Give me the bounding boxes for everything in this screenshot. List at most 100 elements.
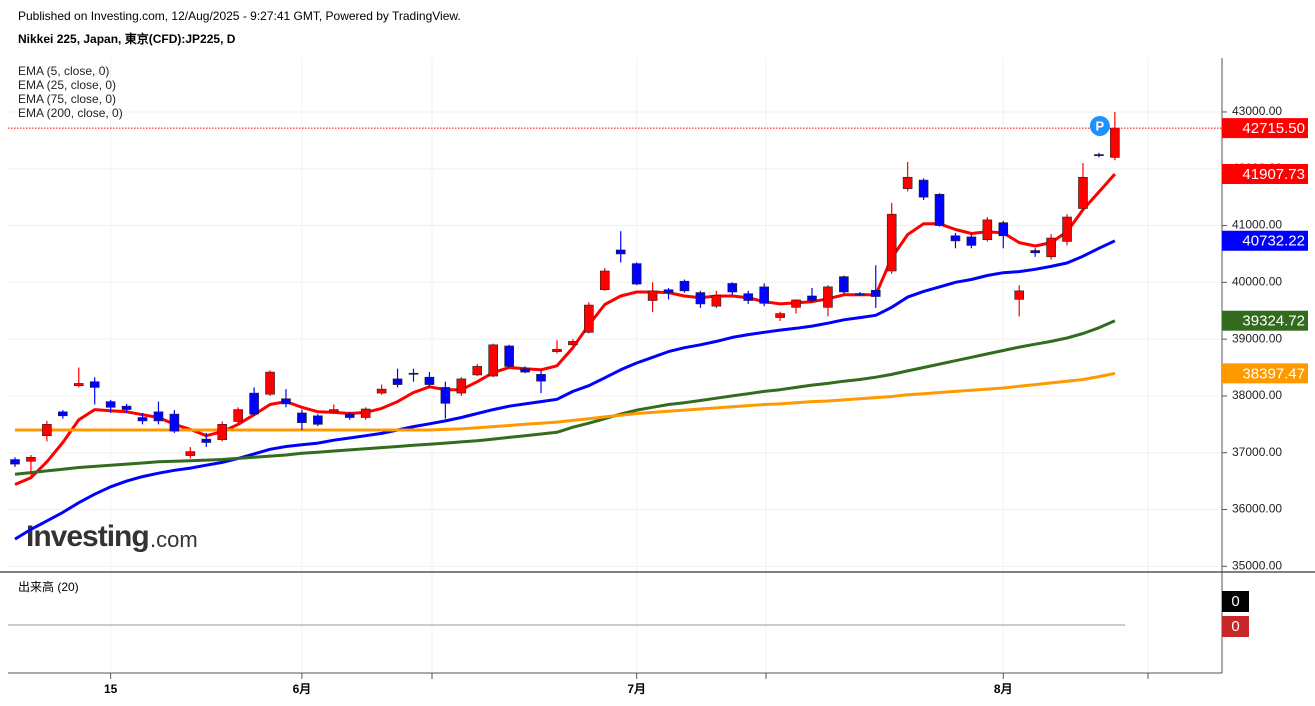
volume-title: 出来高 (20) [18,579,79,594]
candle-body [281,398,291,405]
candle-body [998,222,1009,237]
candle-body [1030,250,1040,254]
candle-body [536,374,546,382]
y-tick-label: 40000.00 [1232,275,1282,289]
candle-body [950,235,961,242]
candle-body [42,424,52,436]
x-tick-label: 7月 [627,682,646,696]
candle-body [839,276,849,293]
candle-body [201,438,212,443]
candle-body [631,263,642,285]
y-tick-label: 36000.00 [1232,502,1282,516]
y-tick-label: 35000.00 [1232,558,1282,572]
marker-label: P [1096,118,1105,133]
price-label-bg [1222,230,1308,251]
candle-body [440,387,451,404]
volume-label: 0 [1231,593,1239,610]
candle-body [647,290,658,301]
x-tick-label: 6月 [293,682,312,696]
price-label: 42715.50 [1242,120,1305,137]
candle-body [918,179,929,198]
candle-body [360,408,371,418]
y-tick-label: 38000.00 [1232,388,1282,402]
candle-body [711,295,722,307]
legend-entry: EMA (75, close, 0) [18,92,116,106]
logo: Investing .com [26,520,198,553]
x-tick-label: 15 [104,682,118,696]
price-label-bg [1222,363,1308,384]
symbol: Nikkei 225, Japan, 東京(CFD):JP225, D [18,31,236,46]
candle-body [615,249,626,255]
candle-body [121,405,132,410]
candle-body [759,286,769,304]
volume-label-bg [1222,591,1249,612]
candle-body [1078,176,1088,209]
candle-body [89,381,100,388]
candle-body [870,289,881,297]
candle-body [313,415,323,425]
candle-body [424,376,435,385]
candle-body [775,313,785,318]
legend-entry: EMA (25, close, 0) [18,78,116,92]
candle-body [584,304,594,333]
candle-body [392,378,403,385]
candle-body [823,286,833,308]
ema-line [15,371,1116,432]
candle-body [73,383,84,387]
ema-line [14,319,1116,476]
volume-ma-label-bg [1222,616,1249,637]
candle-body [886,213,897,272]
candle-body [328,409,339,413]
candle-body [1094,154,1104,156]
candle-body [966,236,977,246]
candle-body [58,411,68,417]
logo-brand: Investing [26,520,149,553]
volume-ma-label: 0 [1231,618,1239,635]
candle-body [807,295,817,301]
candle-body [552,349,562,352]
candle-body [456,378,467,394]
candle-body [982,219,993,241]
price-label: 39324.72 [1242,313,1305,330]
y-tick-label: 43000.00 [1232,104,1282,118]
candle-body [695,292,706,305]
candle-body [376,388,387,394]
candle-body [297,412,307,423]
candle-body [408,372,419,375]
price-label: 40732.22 [1242,233,1305,250]
candle-body [185,451,196,456]
y-tick-label: 39000.00 [1232,331,1282,345]
candle-body [902,176,913,189]
candle-body [169,413,180,432]
candle-body [663,289,674,293]
candle-body [1062,216,1072,242]
x-tick-label: 8月 [994,682,1013,696]
candle-body [504,345,514,367]
candle-body [344,413,355,418]
candle-body [137,417,148,422]
y-tick-label: 41000.00 [1232,218,1282,232]
candle-body [217,424,228,440]
candle-body [249,392,259,415]
legend-entry: EMA (5, close, 0) [18,64,109,78]
candle-body [10,459,20,465]
candle-body [153,411,164,422]
candle-body [488,344,499,377]
candle-body [599,270,610,291]
ema-line [14,173,1117,486]
candle-body [472,366,483,376]
price-label: 41907.73 [1242,166,1305,183]
candle-body [265,371,275,395]
candle-body [233,409,243,422]
ema-line [14,239,1116,541]
candle-body [26,456,36,462]
candle-body [1110,127,1120,158]
candle-body [1014,290,1025,300]
candle-body [743,293,754,301]
price-label-bg [1222,310,1308,331]
price-label-bg [1222,118,1308,139]
candle-body [105,401,116,408]
price-label-bg [1222,163,1308,184]
